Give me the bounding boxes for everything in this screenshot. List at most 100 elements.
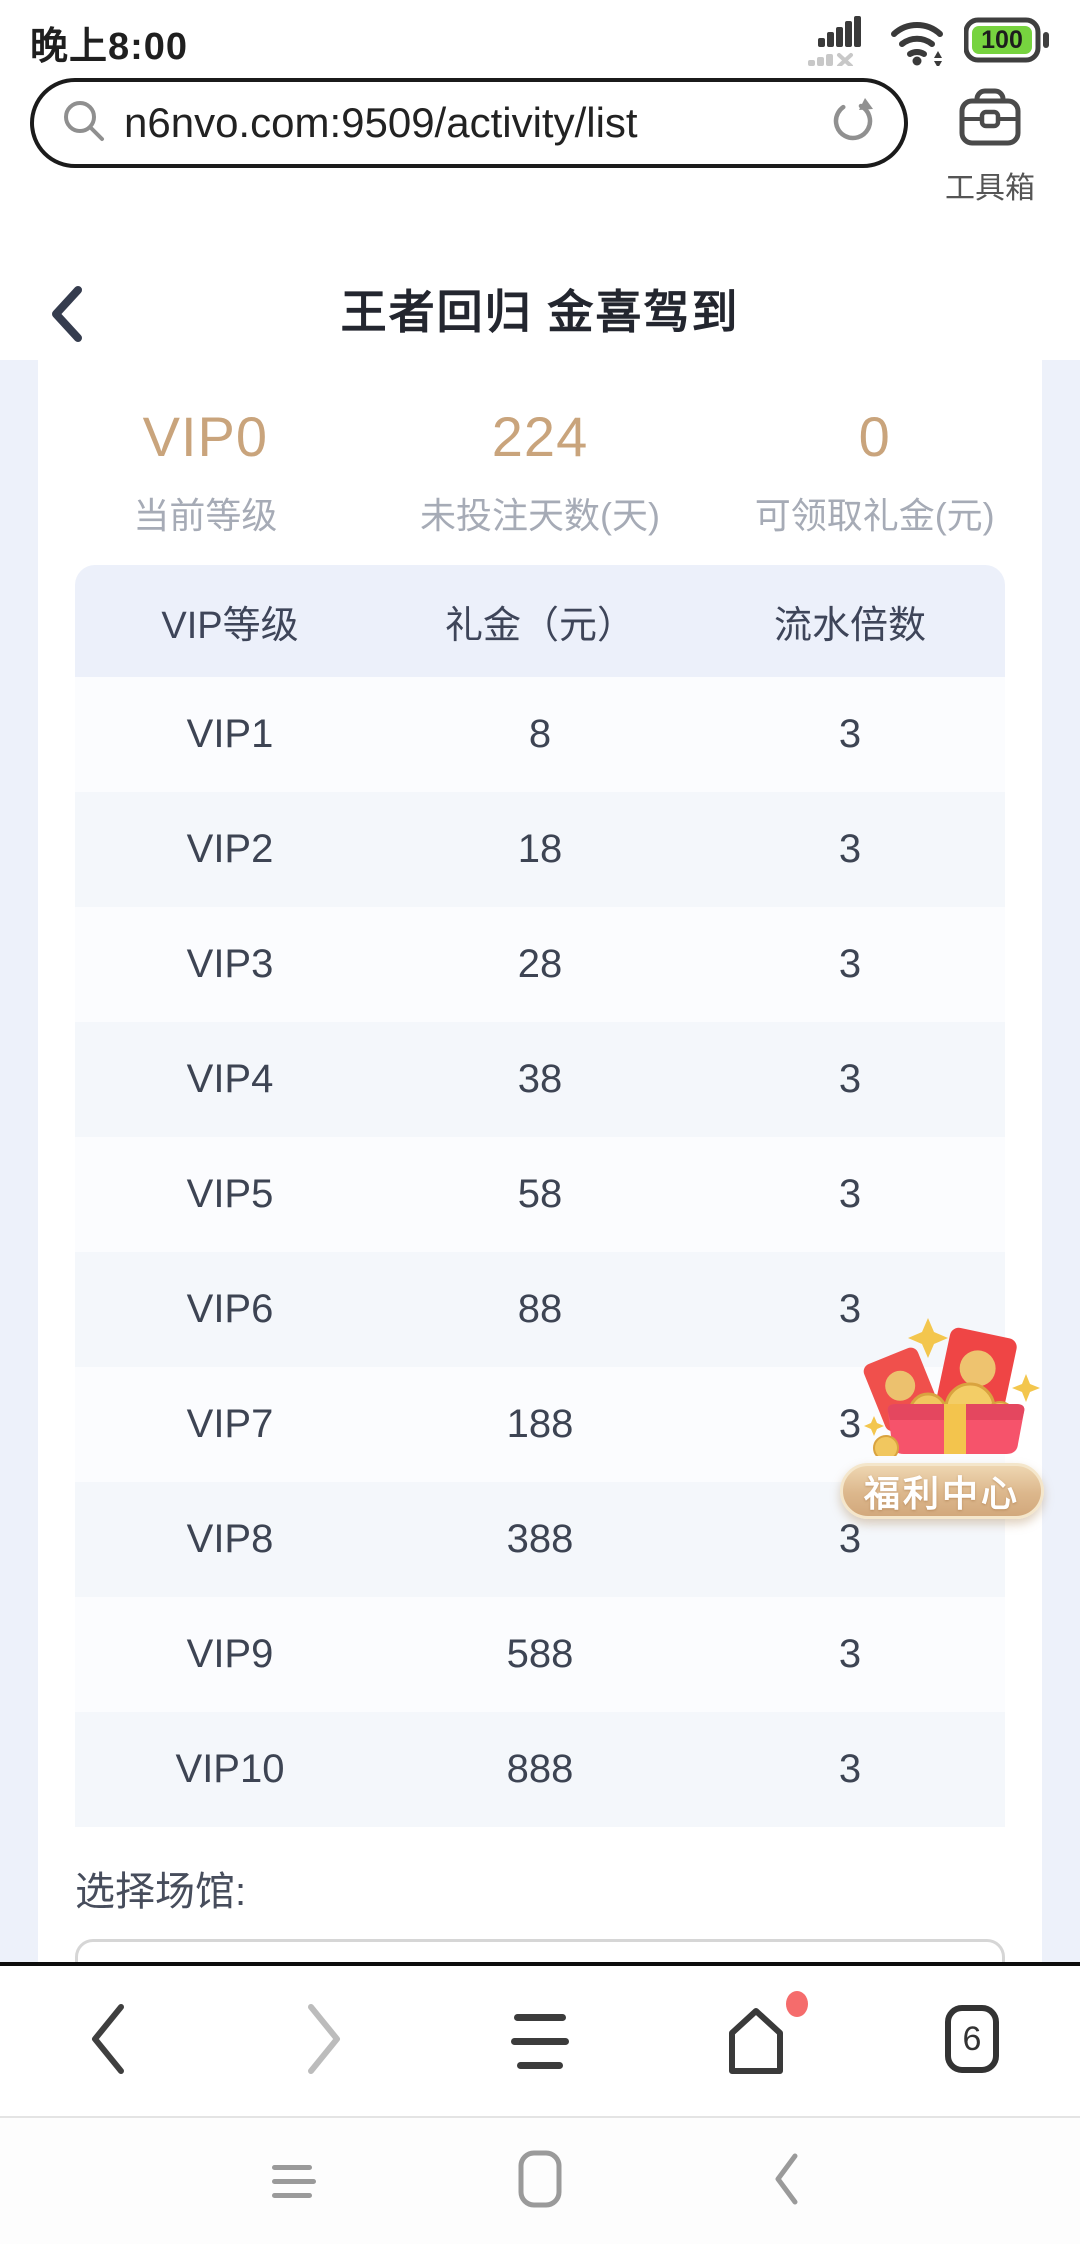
cell-level: VIP9 <box>186 1632 274 1676</box>
system-back-button[interactable] <box>756 2152 816 2211</box>
table-row: VIP2 18 3 <box>75 792 1005 907</box>
cell-gift: 388 <box>506 1517 574 1561</box>
cell-level: VIP8 <box>186 1517 274 1561</box>
vip-table: VIP等级 礼金（元） 流水倍数 VIP1 8 3 VIP2 18 3 VIP3 28 3 <box>75 565 1005 1827</box>
cell-gift: 188 <box>506 1402 574 1446</box>
cell-multiplier: 3 <box>838 1057 862 1101</box>
table-row: VIP1 8 3 <box>75 677 1005 792</box>
cell-gift: 588 <box>506 1632 574 1676</box>
browser-nav-bar: 6 <box>0 1966 1080 2116</box>
home-icon <box>716 1990 808 2082</box>
forward-icon <box>303 2001 345 2082</box>
cell-level: VIP10 <box>175 1747 285 1791</box>
stat-claimable-gift: 0 可领取礼金(元) <box>707 404 1042 565</box>
venue-section: 选择场馆: <box>75 1859 1005 1962</box>
page-back-button[interactable] <box>48 286 88 342</box>
toolbox-label: 工具箱 <box>945 172 1035 205</box>
content-divider <box>0 1962 1080 1966</box>
col-header-level: VIP等级 <box>161 604 299 647</box>
table-body: VIP1 8 3 VIP2 18 3 VIP3 28 3 VIP4 38 3 VIP5 58 3 <box>75 677 1005 1827</box>
nav-forward-button[interactable] <box>216 2001 432 2082</box>
welfare-center-label: 福利中心 <box>863 1473 1020 1514</box>
svg-text:6: 6 <box>963 2020 982 2058</box>
cell-multiplier: 3 <box>838 827 862 871</box>
stat-label: 可领取礼金(元) <box>754 495 995 536</box>
page-header: 王者回归 金喜驾到 <box>0 235 1080 360</box>
search-icon <box>60 97 108 150</box>
table-row: VIP6 88 3 <box>75 1252 1005 1367</box>
cell-gift: 58 <box>517 1172 563 1216</box>
content-card: VIP0 当前等级 224 未投注天数(天) 0 可领取礼金(元) VIP等级 … <box>38 360 1042 1962</box>
toolbox-button[interactable]: 工具箱 <box>934 78 1046 207</box>
venue-label: 选择场馆: <box>75 1870 247 1914</box>
table-header-row: VIP等级 礼金（元） 流水倍数 <box>75 565 1005 677</box>
system-nav-bar <box>0 2118 1080 2244</box>
cell-gift: 888 <box>506 1747 574 1791</box>
clock: 晚上8:00 <box>30 25 189 68</box>
cell-level: VIP6 <box>186 1287 274 1331</box>
nav-home-button[interactable] <box>648 1990 864 2082</box>
nav-tabs-button[interactable]: 6 <box>864 2004 1080 2079</box>
cell-multiplier: 3 <box>838 712 862 756</box>
cell-gift: 38 <box>517 1057 563 1101</box>
col-header-multiplier: 流水倍数 <box>773 604 926 647</box>
cell-level: VIP1 <box>186 712 274 756</box>
tabs-icon: 6 <box>944 2004 1000 2079</box>
cell-level: VIP3 <box>186 942 274 986</box>
cell-gift: 8 <box>528 712 552 756</box>
address-bar[interactable]: n6nvo.com:9509/activity/list <box>30 78 908 168</box>
table-row: VIP10 888 3 <box>75 1712 1005 1827</box>
page-title: 王者回归 金喜驾到 <box>340 286 740 338</box>
cell-multiplier: 3 <box>838 1747 862 1791</box>
stat-value: 224 <box>491 405 589 468</box>
back-icon <box>87 2001 129 2082</box>
stat-value: 0 <box>858 405 891 468</box>
nav-divider <box>0 2116 1080 2118</box>
cell-multiplier: 3 <box>838 1632 862 1676</box>
cell-multiplier: 3 <box>838 1402 862 1446</box>
venue-select[interactable] <box>75 1939 1005 1962</box>
url-text: n6nvo.com:9509/activity/list <box>124 99 638 146</box>
welfare-center-button[interactable]: 福利中心 <box>840 1463 1044 1519</box>
table-row: VIP7 188 3 <box>75 1367 1005 1482</box>
notification-dot <box>786 1990 808 2017</box>
home-square-icon <box>517 2149 563 2214</box>
status-icons: 100 <box>806 14 1050 71</box>
menu-icon <box>511 2013 569 2069</box>
battery-icon: 100 <box>963 17 1050 68</box>
web-content: VIP0 当前等级 224 未投注天数(天) 0 可领取礼金(元) VIP等级 … <box>0 360 1080 1962</box>
recents-icon <box>272 2164 316 2198</box>
cell-gift: 18 <box>517 827 563 871</box>
stat-label: 当前等级 <box>133 495 278 536</box>
cell-gift: 88 <box>517 1287 563 1331</box>
status-bar: 晚上8:00 <box>0 0 1080 70</box>
cell-level: VIP4 <box>186 1057 274 1101</box>
table-row: VIP3 28 3 <box>75 907 1005 1022</box>
stat-current-level: VIP0 当前等级 <box>38 404 373 565</box>
table-row: VIP4 38 3 <box>75 1022 1005 1137</box>
welfare-center-widget[interactable]: 福利中心 <box>840 1316 1046 1519</box>
table-row: VIP9 588 3 <box>75 1597 1005 1712</box>
system-home-button[interactable] <box>510 2149 570 2214</box>
cell-multiplier: 3 <box>838 1172 862 1216</box>
stat-days-no-bet: 224 未投注天数(天) <box>373 404 708 565</box>
col-header-gift: 礼金（元） <box>444 604 635 647</box>
nav-back-button[interactable] <box>0 2001 216 2082</box>
system-recents-button[interactable] <box>264 2164 324 2198</box>
gift-box-icon <box>840 1318 1046 1461</box>
cell-gift: 28 <box>517 942 563 986</box>
refresh-icon[interactable] <box>828 96 878 151</box>
stat-value: VIP0 <box>142 405 269 468</box>
wifi-icon <box>888 14 948 71</box>
table-row: VIP5 58 3 <box>75 1137 1005 1252</box>
nav-menu-button[interactable] <box>432 2013 648 2069</box>
signal-icon <box>806 14 872 71</box>
stat-label: 未投注天数(天) <box>420 495 660 536</box>
back-chevron-icon <box>772 2152 800 2211</box>
svg-text:100: 100 <box>981 26 1023 54</box>
cell-level: VIP2 <box>186 827 274 871</box>
toolbox-icon <box>957 86 1023 153</box>
cell-multiplier: 3 <box>838 942 862 986</box>
cell-level: VIP7 <box>186 1402 274 1446</box>
